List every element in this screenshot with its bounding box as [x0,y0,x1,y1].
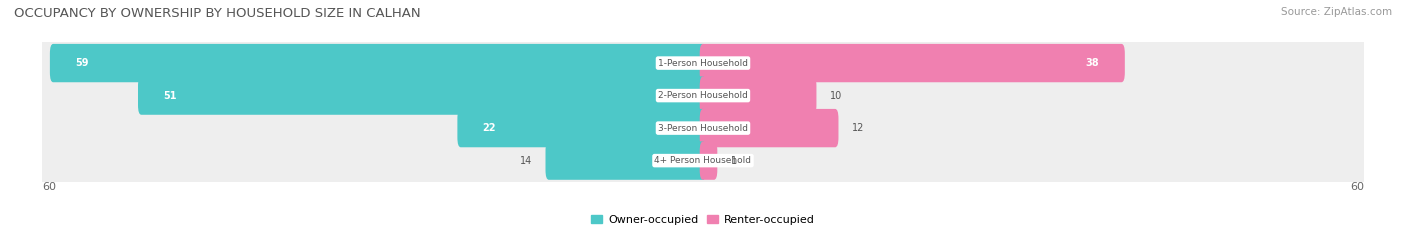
Text: 51: 51 [163,91,177,101]
FancyBboxPatch shape [700,141,717,180]
FancyBboxPatch shape [30,102,1376,154]
Text: Source: ZipAtlas.com: Source: ZipAtlas.com [1281,7,1392,17]
Text: 14: 14 [520,156,533,166]
Text: OCCUPANCY BY OWNERSHIP BY HOUSEHOLD SIZE IN CALHAN: OCCUPANCY BY OWNERSHIP BY HOUSEHOLD SIZE… [14,7,420,20]
FancyBboxPatch shape [457,109,706,147]
Text: 12: 12 [852,123,865,133]
Text: 2-Person Household: 2-Person Household [658,91,748,100]
FancyBboxPatch shape [30,134,1376,187]
FancyBboxPatch shape [700,44,1125,82]
Text: 10: 10 [830,91,842,101]
FancyBboxPatch shape [30,37,1376,89]
Text: 3-Person Household: 3-Person Household [658,123,748,133]
Text: 60: 60 [1350,182,1364,192]
FancyBboxPatch shape [30,69,1376,122]
Text: 38: 38 [1085,58,1099,68]
Legend: Owner-occupied, Renter-occupied: Owner-occupied, Renter-occupied [586,210,820,229]
Text: 59: 59 [75,58,89,68]
FancyBboxPatch shape [138,76,706,115]
Text: 1-Person Household: 1-Person Household [658,58,748,68]
Text: 1: 1 [731,156,737,166]
FancyBboxPatch shape [700,109,838,147]
FancyBboxPatch shape [49,44,706,82]
Text: 60: 60 [42,182,56,192]
Text: 4+ Person Household: 4+ Person Household [655,156,751,165]
FancyBboxPatch shape [546,141,706,180]
Text: 22: 22 [482,123,496,133]
FancyBboxPatch shape [700,76,817,115]
